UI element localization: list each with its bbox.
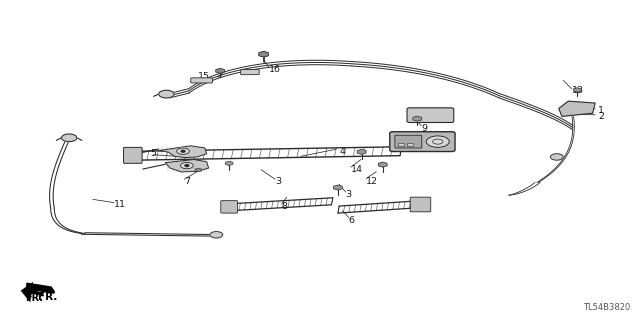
FancyBboxPatch shape xyxy=(191,78,212,83)
Text: 10: 10 xyxy=(422,145,435,154)
Text: FR.: FR. xyxy=(26,293,44,303)
FancyBboxPatch shape xyxy=(221,201,237,213)
FancyBboxPatch shape xyxy=(407,108,454,122)
FancyBboxPatch shape xyxy=(241,70,259,75)
FancyBboxPatch shape xyxy=(410,197,431,212)
Text: 6: 6 xyxy=(349,216,355,225)
Circle shape xyxy=(181,150,185,152)
Text: 12: 12 xyxy=(366,177,378,186)
Text: 1: 1 xyxy=(598,106,604,115)
Bar xyxy=(398,143,404,146)
Polygon shape xyxy=(559,101,595,116)
Text: 3: 3 xyxy=(346,190,352,199)
Circle shape xyxy=(426,136,449,147)
Polygon shape xyxy=(27,283,54,292)
Polygon shape xyxy=(159,146,207,158)
Circle shape xyxy=(180,162,193,169)
Text: 3: 3 xyxy=(275,177,282,186)
Text: 4: 4 xyxy=(339,147,345,156)
Circle shape xyxy=(259,52,268,56)
Circle shape xyxy=(177,148,189,154)
Circle shape xyxy=(210,232,223,238)
Text: 14: 14 xyxy=(351,165,363,174)
Circle shape xyxy=(550,154,563,160)
Text: 13: 13 xyxy=(572,86,584,95)
Text: 5: 5 xyxy=(150,149,156,158)
FancyBboxPatch shape xyxy=(395,135,422,148)
Polygon shape xyxy=(165,160,209,172)
Circle shape xyxy=(61,134,77,142)
Text: 15: 15 xyxy=(198,72,211,81)
Text: FR.: FR. xyxy=(38,292,58,302)
Text: 7: 7 xyxy=(184,177,190,186)
Text: 9: 9 xyxy=(421,124,427,133)
Bar xyxy=(407,143,413,146)
Circle shape xyxy=(159,90,174,98)
Text: TL54B3820: TL54B3820 xyxy=(583,303,630,312)
Text: 16: 16 xyxy=(269,65,281,74)
Text: 8: 8 xyxy=(282,202,287,211)
Circle shape xyxy=(185,165,189,167)
FancyBboxPatch shape xyxy=(390,132,455,152)
FancyBboxPatch shape xyxy=(124,147,142,163)
Text: 11: 11 xyxy=(114,200,126,209)
Text: 2: 2 xyxy=(598,112,604,121)
